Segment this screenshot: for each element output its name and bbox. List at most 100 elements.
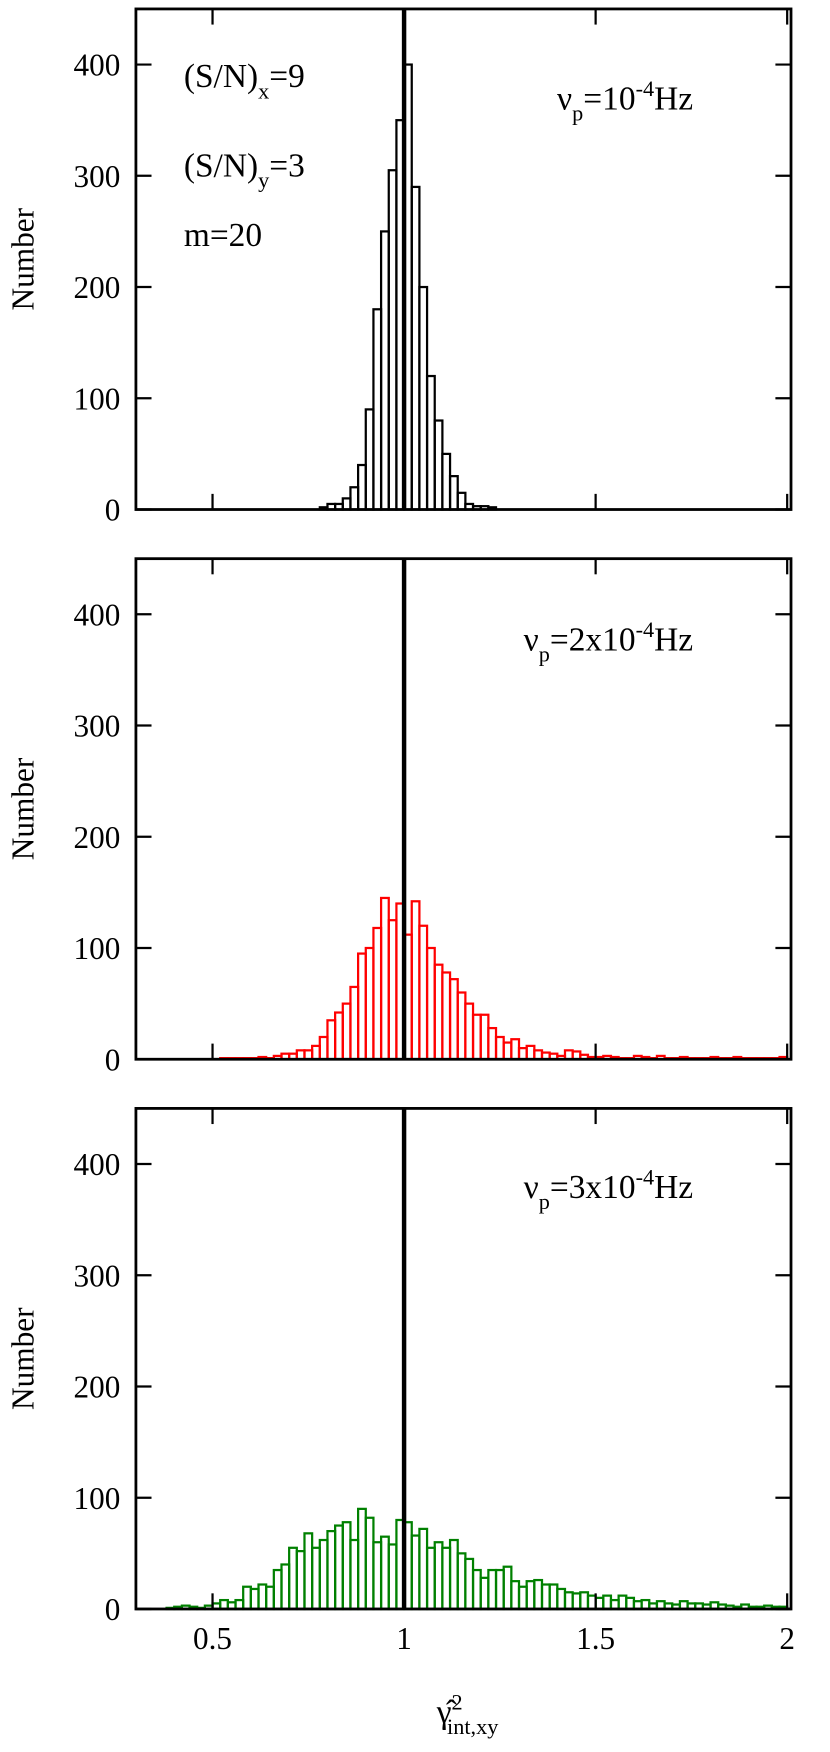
text-piece: ν bbox=[524, 621, 539, 658]
bar bbox=[280, 1563, 291, 1611]
bar bbox=[349, 985, 360, 1061]
bar bbox=[341, 1002, 352, 1061]
bar bbox=[510, 1038, 521, 1061]
bar bbox=[433, 1541, 444, 1611]
bar bbox=[372, 926, 383, 1061]
text-piece: ν bbox=[524, 1169, 539, 1206]
text-piece: ν bbox=[557, 80, 572, 117]
bar bbox=[487, 1026, 498, 1061]
text-piece: =3x10 bbox=[550, 1169, 636, 1206]
x-axis-title: γ̂2 int,xy bbox=[436, 1690, 500, 1740]
bar bbox=[372, 1541, 383, 1611]
bar bbox=[556, 1587, 567, 1611]
y-tick-label: 100 bbox=[74, 381, 121, 416]
bar bbox=[372, 308, 383, 511]
bar bbox=[341, 1521, 352, 1611]
x-tick-label: 2 bbox=[779, 1621, 795, 1656]
bar bbox=[288, 1546, 298, 1611]
bar bbox=[456, 991, 467, 1061]
bar bbox=[540, 1583, 551, 1611]
text-piece: Hz bbox=[654, 80, 693, 117]
bar bbox=[318, 1035, 329, 1061]
annotation: m=20 bbox=[184, 217, 262, 254]
bar bbox=[387, 1543, 398, 1611]
bar bbox=[356, 463, 367, 511]
bar bbox=[379, 230, 390, 511]
y-tick-label: 400 bbox=[74, 1147, 121, 1182]
bar bbox=[525, 1580, 536, 1611]
bar bbox=[379, 1535, 390, 1611]
y-tick-label: 300 bbox=[74, 1258, 121, 1293]
bar bbox=[356, 1507, 367, 1611]
bar bbox=[326, 1019, 337, 1061]
bar bbox=[548, 1583, 559, 1611]
plot-frame bbox=[134, 1107, 793, 1611]
bar bbox=[356, 952, 367, 1061]
y-axis-title: Number bbox=[5, 757, 40, 860]
annotation: (S/N)x=9 bbox=[184, 58, 305, 103]
bar bbox=[563, 1591, 574, 1611]
bar bbox=[249, 1587, 260, 1611]
bar bbox=[418, 924, 429, 1061]
y-tick-label: 100 bbox=[74, 931, 121, 966]
bar bbox=[456, 491, 467, 511]
bar bbox=[471, 1568, 482, 1611]
bar bbox=[265, 1585, 275, 1611]
bar bbox=[502, 1565, 513, 1611]
bar bbox=[326, 1529, 337, 1611]
bar bbox=[303, 1532, 314, 1611]
bar bbox=[464, 1002, 475, 1061]
bar bbox=[425, 1546, 436, 1611]
text-piece: p bbox=[539, 1189, 550, 1214]
bar bbox=[387, 919, 398, 1061]
text-piece: =9 bbox=[269, 58, 305, 95]
bar bbox=[341, 497, 352, 511]
bar bbox=[311, 1546, 321, 1611]
bar bbox=[334, 1011, 344, 1061]
bar bbox=[571, 1592, 582, 1611]
x-tick-label: 1 bbox=[396, 1621, 412, 1656]
text-piece: x bbox=[258, 78, 269, 103]
bar bbox=[433, 963, 444, 1061]
bar bbox=[441, 452, 452, 511]
bar bbox=[418, 285, 429, 511]
bar bbox=[479, 1576, 490, 1611]
y-tick-label: 200 bbox=[74, 1370, 121, 1405]
y-tick-label: 400 bbox=[74, 597, 121, 632]
bar bbox=[464, 1557, 475, 1611]
y-axis-title: Number bbox=[5, 1307, 40, 1410]
bar bbox=[525, 1044, 536, 1061]
bar bbox=[471, 1013, 482, 1061]
y-axis-title: Number bbox=[5, 207, 40, 310]
bar bbox=[617, 1594, 628, 1611]
text-piece: int,xy bbox=[447, 1714, 499, 1739]
y-tick-label: 200 bbox=[74, 270, 121, 305]
bar bbox=[625, 1596, 636, 1611]
bar bbox=[456, 1552, 467, 1611]
text-piece: y bbox=[258, 168, 270, 193]
bar bbox=[502, 1041, 513, 1061]
bar bbox=[448, 475, 459, 511]
bar bbox=[242, 1585, 252, 1611]
bar bbox=[586, 1594, 597, 1611]
bar bbox=[311, 1044, 321, 1061]
bar bbox=[494, 1035, 505, 1061]
bar bbox=[410, 185, 421, 511]
bar bbox=[602, 1594, 613, 1611]
bar bbox=[418, 1527, 429, 1611]
bar bbox=[517, 1047, 528, 1061]
annotation: νp=3x10-4Hz bbox=[524, 1164, 693, 1214]
bar bbox=[441, 1546, 452, 1611]
bar bbox=[334, 1524, 344, 1611]
text-piece: Hz bbox=[654, 1169, 693, 1206]
bar bbox=[533, 1578, 544, 1611]
bar bbox=[487, 1568, 498, 1611]
bar bbox=[594, 1596, 605, 1611]
text-piece: (S/N) bbox=[184, 147, 258, 184]
x-tick-label: 1.5 bbox=[576, 1621, 615, 1656]
text-piece: p bbox=[572, 101, 583, 126]
annotation: νp=2x10-4Hz bbox=[524, 617, 693, 667]
y-tick-label: 200 bbox=[74, 820, 121, 855]
